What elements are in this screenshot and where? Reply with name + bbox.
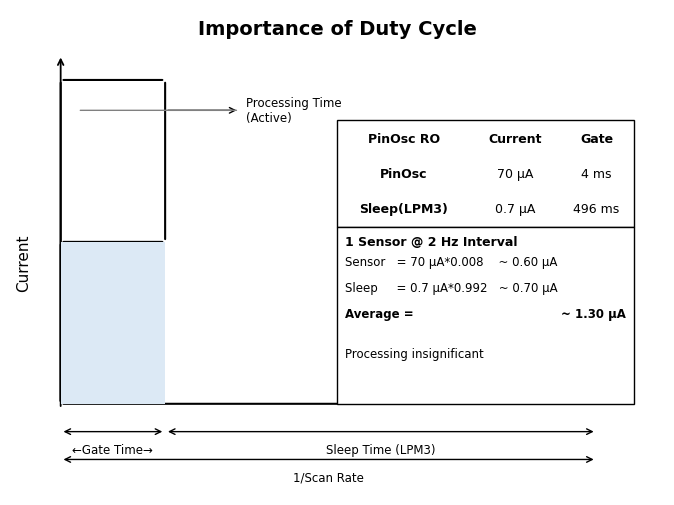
Text: Sleep(LPM3): Sleep(LPM3) [359, 203, 448, 216]
Text: Gate: Gate [580, 132, 613, 145]
Text: 0.7 μA: 0.7 μA [495, 203, 535, 216]
Text: Average =: Average = [345, 308, 414, 321]
Text: Processing Time
(Active): Processing Time (Active) [246, 97, 342, 125]
Text: Current: Current [488, 132, 542, 145]
Text: 1 Sensor @ 2 Hz Interval: 1 Sensor @ 2 Hz Interval [345, 236, 518, 249]
Text: Current: Current [16, 234, 31, 291]
Text: Importance of Duty Cycle: Importance of Duty Cycle [197, 20, 477, 39]
Text: PinOsc: PinOsc [380, 168, 427, 181]
Text: 4 ms: 4 ms [581, 168, 612, 181]
Text: Sleep     = 0.7 μA*0.992   ~ 0.70 μA: Sleep = 0.7 μA*0.992 ~ 0.70 μA [345, 281, 557, 294]
Text: PinOsc RO: PinOsc RO [367, 132, 440, 145]
Text: 1/Scan Rate: 1/Scan Rate [293, 471, 364, 484]
Text: Processing insignificant: Processing insignificant [345, 347, 484, 360]
Text: ~ 1.30 μA: ~ 1.30 μA [561, 308, 625, 321]
Text: ←Gate Time→: ←Gate Time→ [73, 443, 153, 456]
Text: 70 μA: 70 μA [497, 168, 533, 181]
Text: Sensor   = 70 μA*0.008    ~ 0.60 μA: Sensor = 70 μA*0.008 ~ 0.60 μA [345, 255, 557, 268]
Text: 496 ms: 496 ms [574, 203, 619, 216]
Text: Sleep Time (LPM3): Sleep Time (LPM3) [326, 443, 435, 456]
